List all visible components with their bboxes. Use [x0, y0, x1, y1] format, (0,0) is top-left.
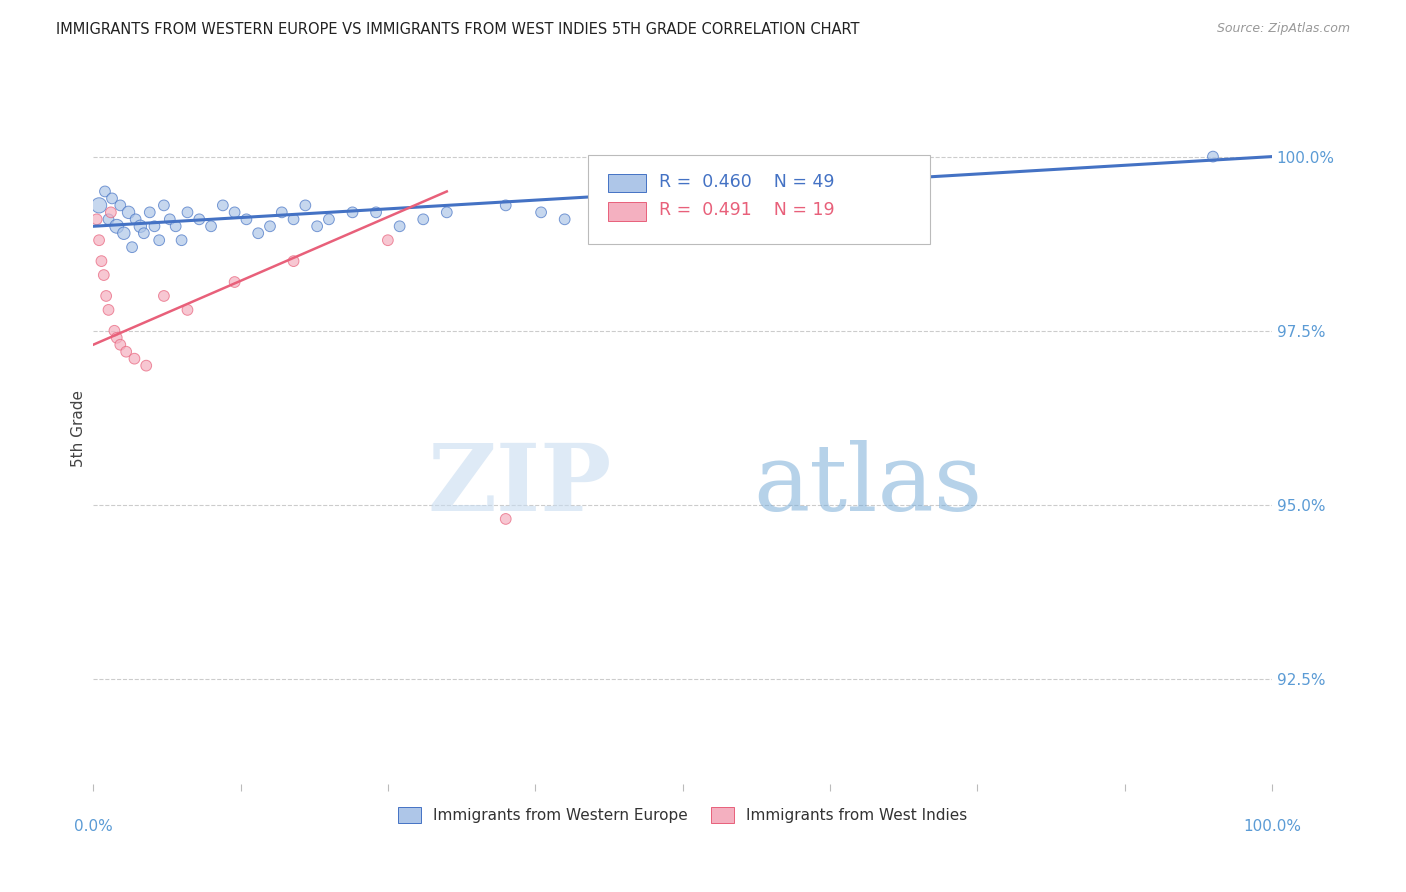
Point	[165, 219, 187, 234]
Point	[188, 212, 211, 227]
Point	[730, 198, 752, 212]
Point	[153, 289, 176, 303]
Point	[671, 191, 693, 205]
Point	[139, 205, 162, 219]
Point	[87, 198, 110, 212]
Point	[377, 233, 399, 247]
Text: Source: ZipAtlas.com: Source: ZipAtlas.com	[1216, 22, 1350, 36]
Point	[97, 212, 120, 227]
FancyBboxPatch shape	[588, 154, 931, 244]
Point	[554, 212, 576, 227]
Point	[695, 205, 717, 219]
Point	[117, 205, 139, 219]
Point	[143, 219, 166, 234]
Point	[235, 212, 257, 227]
Text: IMMIGRANTS FROM WESTERN EUROPE VS IMMIGRANTS FROM WEST INDIES 5TH GRADE CORRELAT: IMMIGRANTS FROM WESTERN EUROPE VS IMMIGR…	[56, 22, 859, 37]
Point	[364, 205, 387, 219]
Point	[318, 212, 340, 227]
Point	[90, 254, 112, 268]
Point	[135, 359, 157, 373]
Point	[103, 324, 125, 338]
Point	[170, 233, 193, 247]
Text: 100.0%: 100.0%	[1243, 819, 1301, 833]
Point	[112, 226, 135, 240]
Point	[495, 198, 517, 212]
Point	[436, 205, 458, 219]
Point	[105, 219, 128, 234]
Text: R =  0.460    N = 49: R = 0.460 N = 49	[659, 173, 835, 191]
Point	[97, 302, 120, 317]
Point	[530, 205, 553, 219]
Text: ZIP: ZIP	[427, 441, 612, 530]
Point	[283, 212, 305, 227]
Point	[766, 205, 789, 219]
Point	[121, 240, 143, 254]
Point	[247, 226, 270, 240]
Point	[153, 198, 176, 212]
Point	[789, 191, 811, 205]
Point	[211, 198, 233, 212]
Point	[648, 205, 671, 219]
Text: 0.0%: 0.0%	[73, 819, 112, 833]
Point	[388, 219, 411, 234]
Point	[115, 344, 138, 359]
Point	[176, 302, 198, 317]
Point	[224, 275, 246, 289]
Point	[159, 212, 181, 227]
Point	[94, 289, 117, 303]
Y-axis label: 5th Grade: 5th Grade	[72, 390, 86, 467]
Point	[495, 512, 517, 526]
FancyBboxPatch shape	[609, 174, 645, 193]
Point	[86, 212, 108, 227]
Point	[613, 198, 636, 212]
Point	[124, 351, 146, 366]
Point	[342, 205, 364, 219]
Point	[129, 219, 152, 234]
Point	[101, 191, 124, 205]
Point	[259, 219, 281, 234]
Point	[124, 212, 146, 227]
Point	[110, 198, 132, 212]
Point	[94, 185, 117, 199]
Point	[110, 337, 132, 351]
Text: R =  0.491    N = 19: R = 0.491 N = 19	[659, 202, 835, 219]
Point	[176, 205, 198, 219]
Point	[270, 205, 292, 219]
Point	[93, 268, 115, 282]
Point	[132, 226, 155, 240]
Point	[294, 198, 316, 212]
Point	[87, 233, 110, 247]
Point	[307, 219, 329, 234]
Point	[100, 205, 122, 219]
Point	[224, 205, 246, 219]
Point	[200, 219, 222, 234]
Point	[148, 233, 170, 247]
Point	[412, 212, 434, 227]
Point	[105, 331, 128, 345]
Point	[848, 185, 870, 199]
FancyBboxPatch shape	[609, 202, 645, 221]
Text: atlas: atlas	[754, 441, 983, 530]
Legend: Immigrants from Western Europe, Immigrants from West Indies: Immigrants from Western Europe, Immigran…	[392, 801, 973, 830]
Point	[283, 254, 305, 268]
Point	[1202, 150, 1225, 164]
